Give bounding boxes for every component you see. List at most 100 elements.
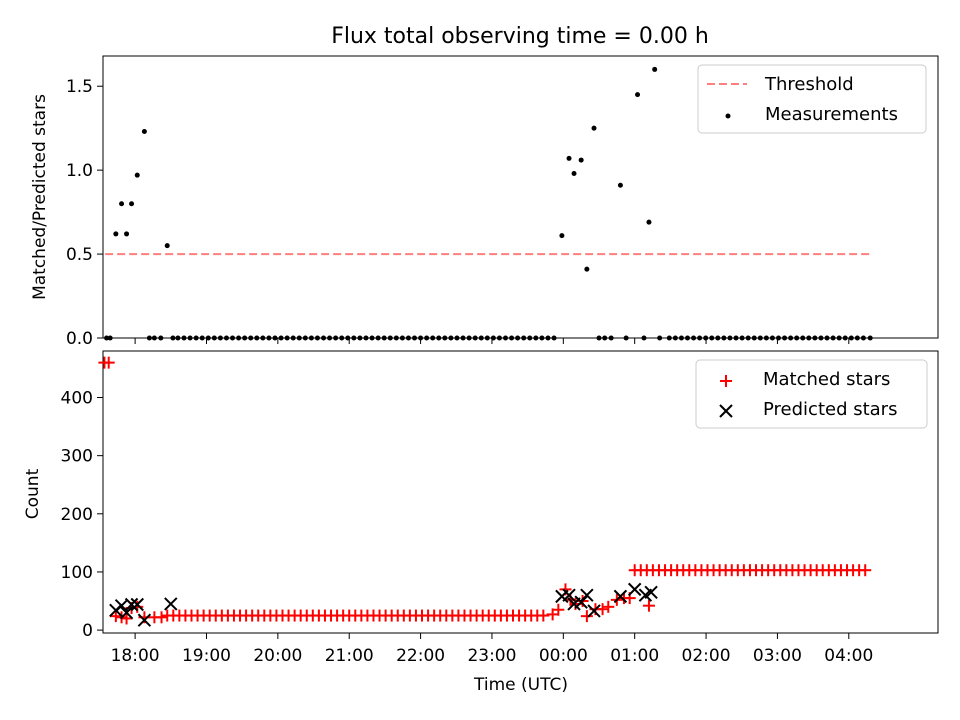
measurement-point xyxy=(217,335,223,341)
measurement-point xyxy=(436,335,442,341)
measurement-point xyxy=(399,335,405,341)
top-legend: Threshold Measurements xyxy=(697,64,927,134)
measurement-point xyxy=(466,335,472,341)
bottom-plot: Count Time (UTC) 0 100 200 300 400 18:00 19:0… xyxy=(23,350,939,695)
predicted-star-marker xyxy=(164,597,178,611)
measurement-point xyxy=(430,335,436,341)
predicted-star-marker-b xyxy=(627,582,642,597)
bottom-y-axis-label: Count xyxy=(23,468,43,519)
measurement-point xyxy=(515,335,521,341)
bottom-x-tick-label: 18:00 xyxy=(111,646,160,666)
bottom-y-tick-label: 0 xyxy=(82,621,93,641)
measurement-point xyxy=(124,231,130,237)
measurement-point xyxy=(800,335,806,341)
measurement-point xyxy=(769,335,775,341)
measurement-point xyxy=(566,155,572,161)
measurement-point xyxy=(652,66,658,72)
measurement-point xyxy=(266,335,272,341)
measurement-point xyxy=(387,335,393,341)
measurement-point xyxy=(278,335,284,341)
measurement-point xyxy=(678,335,684,341)
measurement-point xyxy=(230,335,236,341)
measurement-point xyxy=(775,335,781,341)
bottom-legend: Matched stars Predicted stars xyxy=(695,359,928,429)
top-plot-frame xyxy=(102,55,939,339)
measurement-point xyxy=(242,335,248,341)
measurement-point xyxy=(539,335,545,341)
measurement-point xyxy=(733,335,739,341)
measurement-point xyxy=(181,335,187,341)
measurement-point xyxy=(842,335,848,341)
matched-star-marker xyxy=(596,603,609,616)
predicted-star-marker-b xyxy=(580,588,594,602)
measurement-point xyxy=(830,335,836,341)
measurement-point xyxy=(193,335,199,341)
measurement-point xyxy=(617,182,623,188)
bottom-x-tick-label: 04:00 xyxy=(824,646,873,666)
bottom-legend-box xyxy=(695,359,928,429)
predicted-star-marker xyxy=(587,604,601,618)
predicted-star-marker xyxy=(130,597,144,612)
measurement-point xyxy=(545,335,551,341)
measurement-point xyxy=(666,335,672,341)
measurement-point xyxy=(260,335,266,341)
measurement-point xyxy=(129,201,135,207)
measurement-point xyxy=(836,335,842,341)
measurement-point xyxy=(751,335,757,341)
measurement-point xyxy=(369,335,375,341)
bottom-x-tick-label: 02:00 xyxy=(682,646,731,666)
predicted-star-marker-b xyxy=(613,589,628,604)
matched-star-marker xyxy=(859,564,872,577)
top-y-tick-label: 0.0 xyxy=(66,329,93,349)
predicted-star-marker xyxy=(562,588,576,602)
legend-matched-swatch xyxy=(720,375,732,387)
measurement-point xyxy=(721,335,727,341)
measurement-point xyxy=(211,335,217,341)
measurement-point xyxy=(302,335,308,341)
measurement-point xyxy=(578,157,584,163)
measurement-point xyxy=(727,335,733,341)
measurement-point xyxy=(533,335,539,341)
matched-star-marker xyxy=(102,356,115,369)
top-y-axis-label: Matched/Predicted stars xyxy=(30,94,50,300)
predicted-star-marker xyxy=(124,597,139,612)
measurement-point xyxy=(757,335,763,341)
measurement-point xyxy=(170,335,176,341)
measurement-point xyxy=(424,335,430,341)
measurement-point xyxy=(351,335,357,341)
measurement-point xyxy=(860,335,866,341)
bottom-y-tick-label: 100 xyxy=(61,563,93,583)
legend-matched-label: Matched stars xyxy=(763,369,890,390)
measurement-point xyxy=(290,335,296,341)
predicted-star-marker-b xyxy=(119,605,134,620)
measurement-point xyxy=(641,335,647,341)
bottom-plot-marks xyxy=(98,356,872,627)
measurement-point xyxy=(460,335,466,341)
measurement-point xyxy=(146,335,152,341)
legend-predicted-label: Predicted stars xyxy=(763,399,897,420)
measurement-point xyxy=(490,335,496,341)
measurement-point xyxy=(818,335,824,341)
bottom-plot-frame xyxy=(102,350,939,634)
measurement-point xyxy=(223,335,229,341)
measurement-point xyxy=(205,335,211,341)
measurement-point xyxy=(685,335,690,341)
measurement-point xyxy=(113,231,119,237)
top-y-tick-label: 1.5 xyxy=(66,77,93,97)
measurement-point xyxy=(107,335,113,341)
measurement-point xyxy=(788,335,794,341)
measurement-point xyxy=(454,335,460,341)
measurement-point xyxy=(591,125,597,131)
measurement-point xyxy=(854,335,860,341)
matched-star-marker xyxy=(580,610,593,623)
measurement-point xyxy=(472,335,478,341)
chart-title: Flux total observing time = 0.00 h xyxy=(331,24,709,49)
predicted-star-marker xyxy=(613,589,628,604)
measurement-point xyxy=(284,335,290,341)
measurement-point xyxy=(296,335,302,341)
measurement-point xyxy=(739,335,745,341)
measurement-point xyxy=(646,219,652,225)
measurement-point xyxy=(339,335,345,341)
measurement-point xyxy=(248,335,254,341)
